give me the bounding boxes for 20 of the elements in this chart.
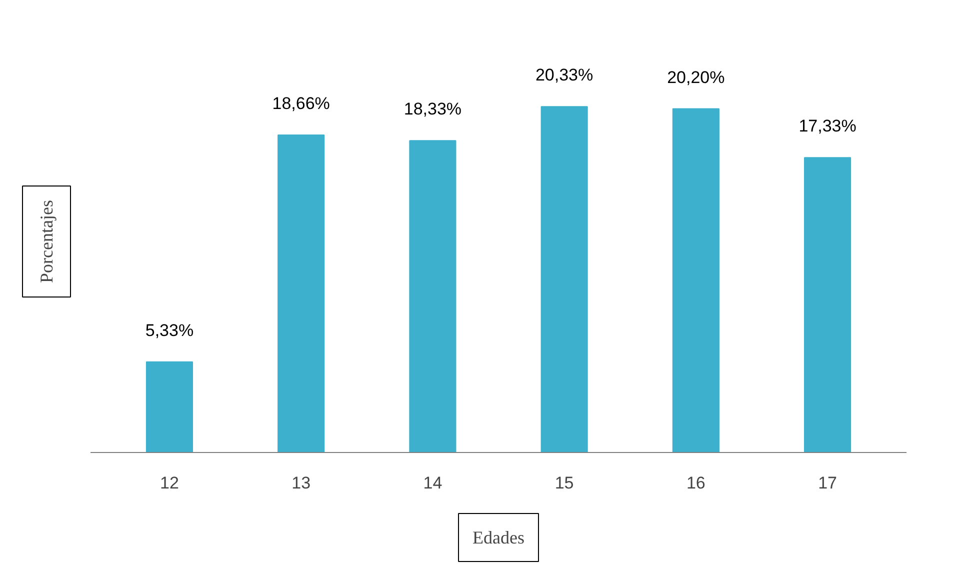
data-label: 17,33%: [798, 116, 856, 136]
bar: [672, 108, 720, 452]
bar: [409, 140, 456, 452]
data-label: 20,20%: [667, 68, 725, 87]
bar: [540, 106, 588, 452]
x-axis-title: Edades: [472, 528, 524, 548]
x-tick-label: 12: [160, 474, 179, 492]
bar: [146, 361, 193, 452]
data-label: 18,66%: [272, 94, 330, 114]
x-tick-label: 13: [292, 474, 311, 492]
y-axis-title: Porcentajes: [36, 200, 56, 283]
bar: [804, 157, 852, 452]
x-tick-label: 15: [554, 474, 574, 492]
bar: [278, 134, 325, 452]
x-tick-label: 14: [423, 474, 442, 492]
data-label: 20,33%: [535, 66, 594, 85]
data-label: 5,33%: [145, 320, 194, 340]
x-tick-label: 16: [686, 474, 706, 492]
data-label: 18,33%: [404, 100, 462, 119]
x-tick-label: 17: [818, 474, 837, 492]
